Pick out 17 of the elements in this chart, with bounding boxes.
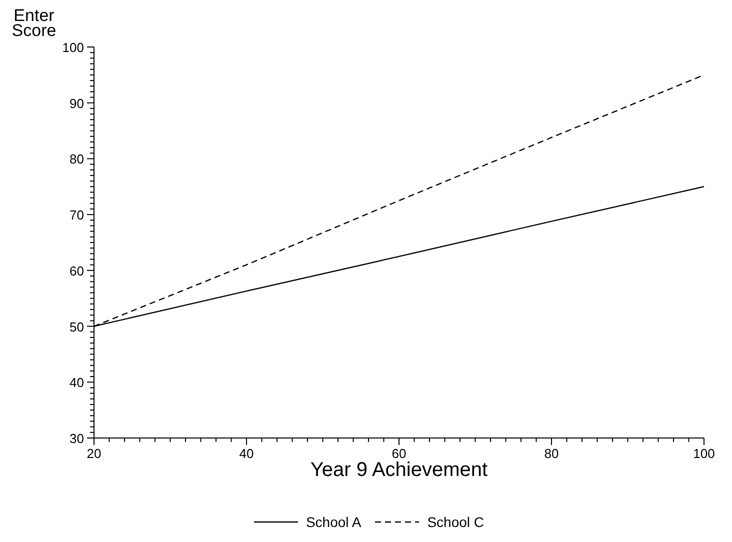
x-tick-label: 100 [693, 446, 715, 461]
x-tick-label: 60 [392, 446, 406, 461]
x-axis-title: Year 9 Achievement [310, 459, 488, 481]
x-tick-label: 20 [86, 446, 102, 461]
y-tick-label: 70 [70, 208, 84, 223]
legend-label: School A [306, 514, 362, 530]
y-axis-title: Enter Score [10, 6, 58, 40]
y-tick-label: 100 [62, 40, 84, 55]
y-tick-label: 80 [70, 152, 84, 167]
y-tick-label: 30 [70, 431, 84, 446]
y-tick-label: 40 [70, 375, 84, 390]
legend-label: School C [427, 514, 484, 530]
x-tick-label: 80 [544, 446, 559, 461]
y-tick-label: 90 [70, 96, 84, 111]
x-tick-label: 40 [239, 446, 254, 461]
y-tick-label: 60 [70, 263, 84, 278]
y-tick-label: 50 [70, 319, 84, 334]
